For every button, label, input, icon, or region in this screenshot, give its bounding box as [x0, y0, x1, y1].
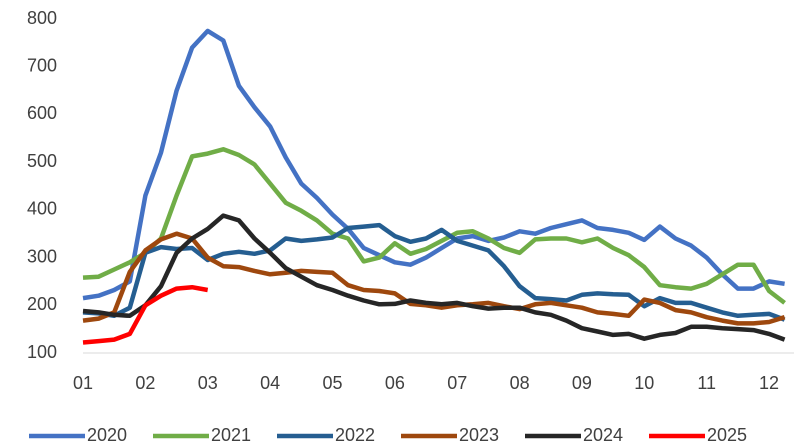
legend-label: 2025 — [707, 425, 747, 445]
y-tick-label: 500 — [27, 151, 57, 171]
series-line — [82, 28, 785, 301]
y-tick-label: 800 — [27, 8, 57, 28]
x-tick-label: 06 — [385, 373, 405, 393]
x-tick-label: 04 — [260, 373, 280, 393]
x-tick-label: 11 — [697, 373, 716, 393]
legend-label: 2023 — [459, 425, 499, 445]
series-line — [82, 213, 786, 342]
series-line — [82, 147, 786, 305]
legend-label: 2021 — [211, 425, 251, 445]
y-tick-label: 700 — [27, 55, 57, 75]
x-tick-label: 01 — [73, 373, 93, 393]
x-tick-label: 09 — [572, 373, 592, 393]
y-tick-label: 300 — [27, 246, 57, 266]
legend-label: 2024 — [583, 425, 623, 445]
y-tick-label: 200 — [27, 294, 57, 314]
legend-label: 2020 — [87, 425, 127, 445]
x-tick-label: 02 — [135, 373, 155, 393]
legend-label: 2022 — [335, 425, 375, 445]
x-tick-label: 10 — [634, 373, 654, 393]
x-tick-label: 07 — [447, 373, 467, 393]
x-tick-label: 08 — [510, 373, 530, 393]
y-tick-label: 100 — [27, 342, 57, 362]
x-tick-label: 05 — [322, 373, 342, 393]
series-line — [82, 231, 786, 326]
x-tick-label: 03 — [198, 373, 218, 393]
series-line — [82, 284, 209, 345]
series-line — [82, 222, 786, 322]
y-tick-label: 400 — [27, 199, 57, 219]
x-tick-label: 12 — [759, 373, 779, 393]
y-tick-label: 600 — [27, 103, 57, 123]
